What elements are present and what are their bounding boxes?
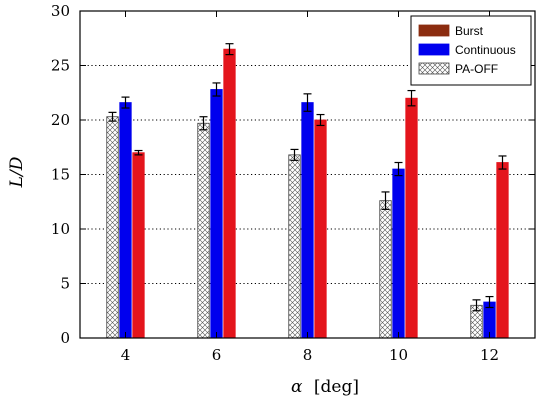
bar: [496, 162, 509, 339]
axes: [79, 10, 536, 339]
legend-label: Continuous: [455, 43, 516, 57]
bar: [210, 89, 223, 339]
tick-labels: 0 5 10 15 20 25 30 4 6 8 10 12: [51, 2, 499, 364]
y-tick-label: 15: [51, 166, 70, 184]
legend-swatch: [418, 43, 450, 56]
x-axis-symbol: α: [291, 377, 303, 397]
y-tick-label: 20: [51, 111, 70, 129]
x-axis-unit: [deg]: [314, 377, 359, 397]
legend-label: PA-OFF: [455, 62, 498, 76]
legend: Burst Continuous PA-OFF: [410, 15, 532, 86]
legend-swatch: [418, 62, 450, 75]
plot-frame: [79, 10, 536, 339]
x-tick-label: 10: [389, 346, 408, 364]
y-tick-label: 0: [60, 329, 70, 347]
bar: [314, 119, 327, 339]
bar: [132, 152, 145, 339]
y-tick-label: 10: [51, 220, 70, 238]
bars: [106, 43, 509, 339]
y-axis-label: L/D: [7, 156, 27, 188]
bar: [405, 97, 418, 339]
x-tick-label: 6: [212, 346, 222, 364]
y-tick-label: 25: [51, 57, 70, 75]
x-tick-label: 12: [480, 346, 499, 364]
bar: [379, 200, 392, 339]
bar: [223, 48, 236, 339]
bar: [197, 122, 210, 339]
x-tick-label: 4: [121, 346, 131, 364]
bar: [392, 168, 405, 339]
legend-label: Burst: [455, 24, 484, 38]
bar: [106, 116, 119, 339]
y-tick-label: 30: [51, 2, 70, 20]
y-tick-label: 5: [60, 275, 70, 293]
x-tick-label: 8: [303, 346, 313, 364]
legend-swatch: [418, 24, 450, 37]
bar: [288, 154, 301, 339]
bar: [301, 102, 314, 339]
x-axis-label: α [deg]: [291, 377, 359, 397]
bar: [119, 102, 132, 339]
